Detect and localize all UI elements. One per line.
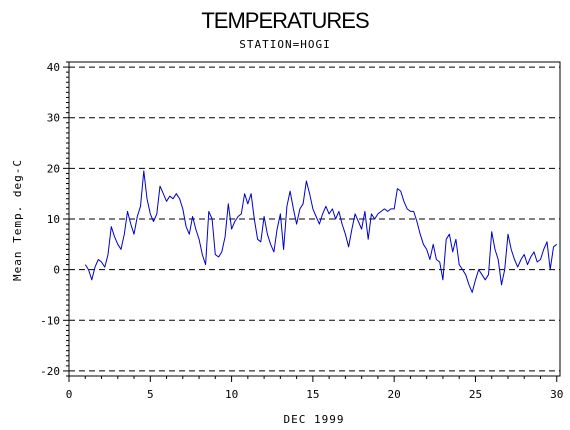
- y-tick-label: -10: [40, 314, 60, 327]
- x-tick-label: 15: [306, 388, 319, 401]
- x-tick-label: 10: [225, 388, 238, 401]
- y-tick-label: -20: [40, 365, 60, 378]
- x-axis-label: DEC 1999: [284, 413, 345, 426]
- x-tick-label: 30: [550, 388, 563, 401]
- axes: -20 -10 0 10 20 30 40 0 5 10 15 20 25 30: [40, 61, 563, 401]
- y-tick-label: 20: [47, 162, 60, 175]
- grid-lines: [69, 66, 560, 372]
- x-tick-label: 5: [147, 388, 154, 401]
- x-tick-label: 20: [388, 388, 401, 401]
- x-tick-label: 25: [469, 388, 482, 401]
- y-tick-label: 40: [47, 61, 60, 74]
- y-tick-label: 0: [53, 264, 60, 277]
- series-layer: [84, 170, 558, 293]
- chart-subtitle: STATION=HOGI: [239, 38, 330, 51]
- series-line-mean-temp: [84, 170, 558, 293]
- y-tick-label: 30: [47, 112, 60, 125]
- x-tick-label: 0: [66, 388, 73, 401]
- y-axis-label: Mean Temp. deg-C: [11, 159, 24, 281]
- chart-title: TEMPERATURES: [201, 8, 369, 33]
- y-tick-label: 10: [47, 213, 60, 226]
